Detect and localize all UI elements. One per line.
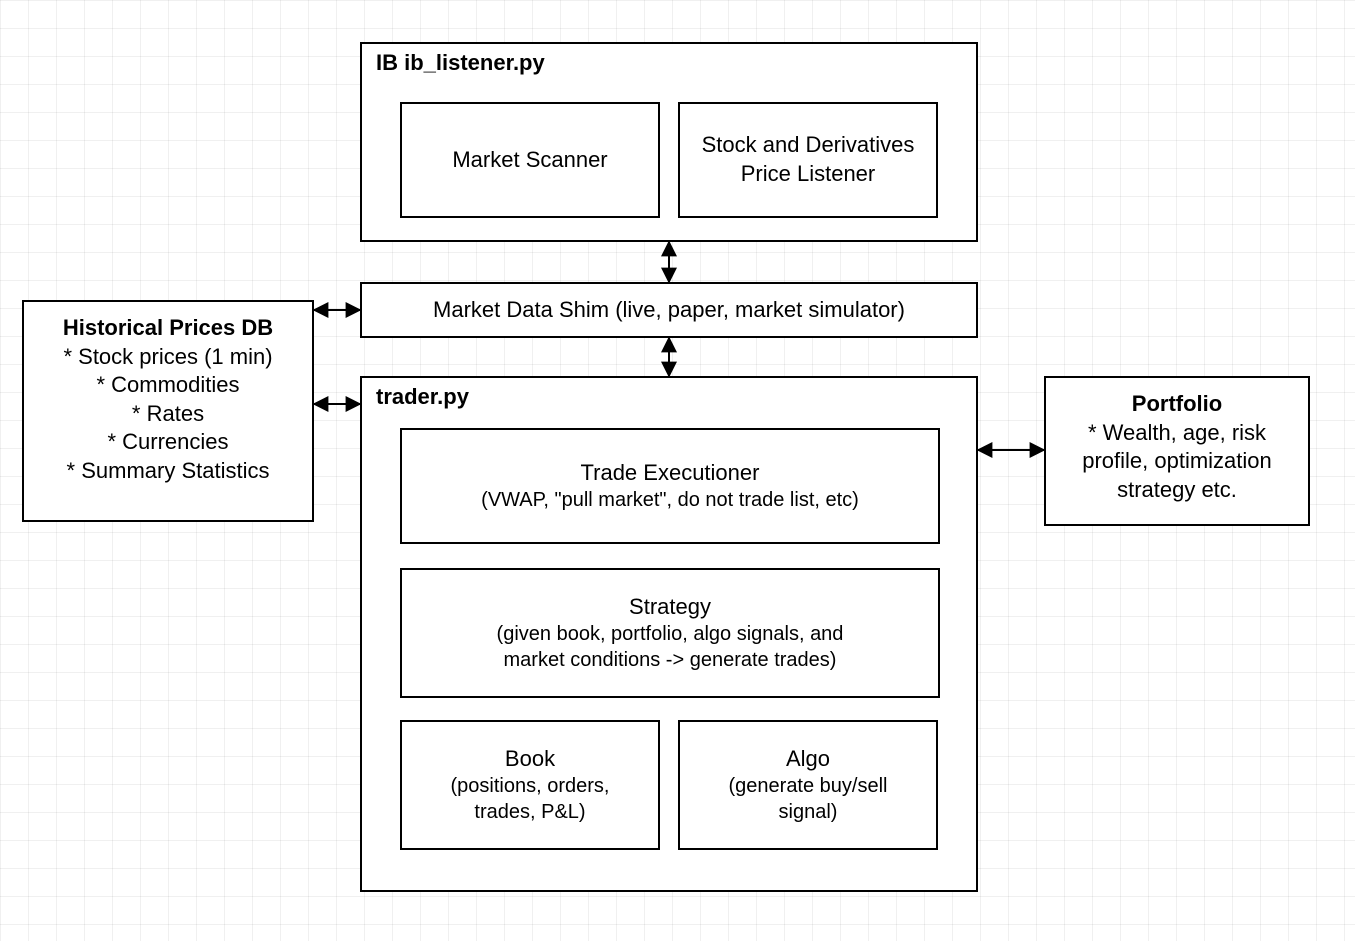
- arrows-layer: [0, 0, 1355, 941]
- diagram-canvas: IB ib_listener.py Market Scanner Stock a…: [0, 0, 1355, 941]
